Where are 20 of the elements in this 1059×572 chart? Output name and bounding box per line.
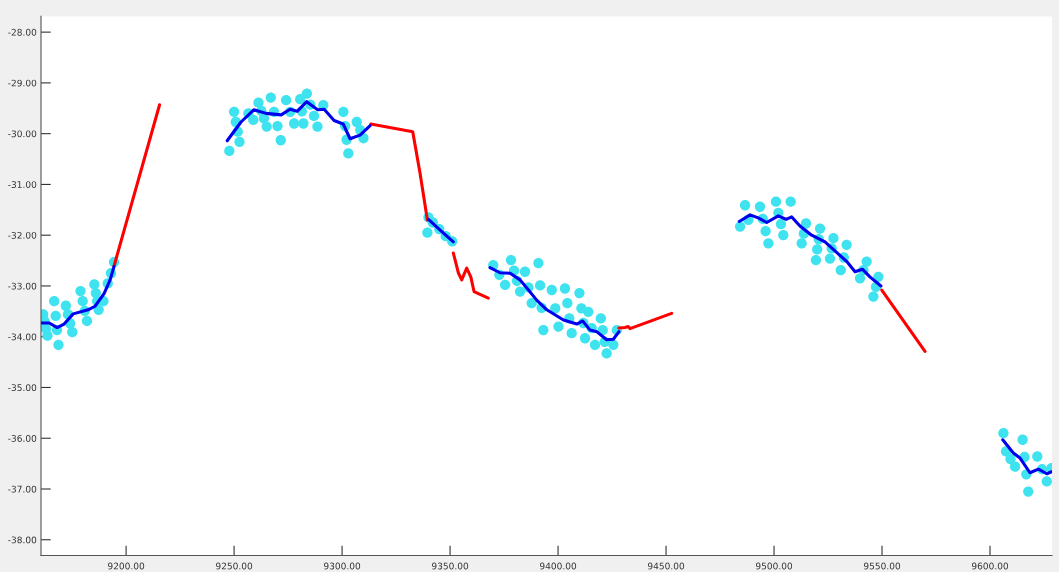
- x-tick-label: 9550.00: [863, 562, 901, 570]
- x-tick-label: 9350.00: [431, 562, 469, 570]
- x-tick-label: 9500.00: [755, 562, 793, 570]
- y-tick-label: -31.00: [8, 181, 37, 188]
- x-tick-label: 9600.00: [971, 562, 1009, 570]
- x-tick-label: 9200.00: [108, 562, 145, 570]
- y-tick-label: -38.00: [8, 536, 37, 544]
- y-tick-label: -34.00: [8, 333, 37, 341]
- x-tick-label: 9450.00: [647, 562, 685, 570]
- y-tick-label: -36.00: [8, 434, 37, 442]
- y-tick-label: -37.00: [8, 485, 37, 493]
- x-tick-label: 9400.00: [539, 562, 577, 570]
- x-tick-label: 9250.00: [215, 562, 253, 570]
- y-tick-label: -33.00: [8, 282, 37, 290]
- y-tick-label: -29.00: [8, 79, 37, 87]
- y-tick-label: -32.00: [8, 231, 37, 239]
- x-tick-label: 9300.00: [323, 562, 361, 570]
- y-tick-label: -35.00: [8, 384, 37, 392]
- y-tick-label: -30.00: [8, 130, 37, 138]
- y-tick-label: -28.00: [8, 28, 37, 36]
